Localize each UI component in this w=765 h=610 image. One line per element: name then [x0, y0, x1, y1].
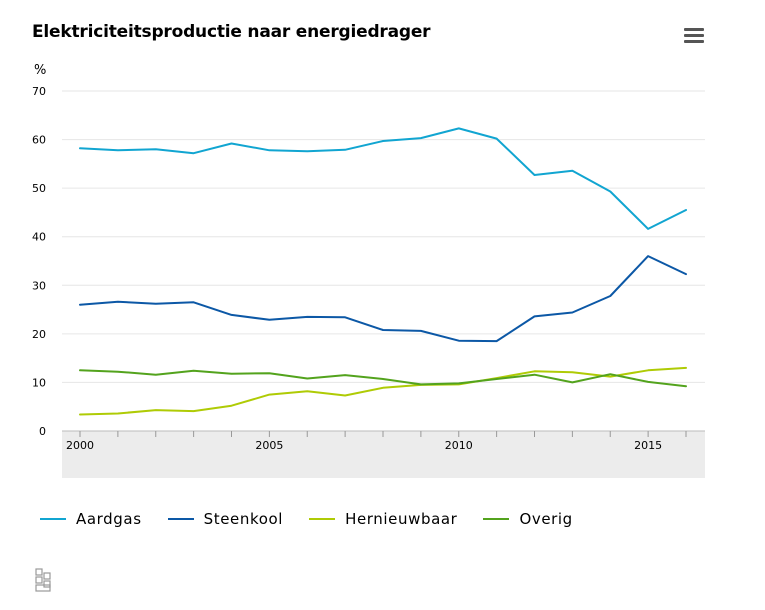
legend-swatch: [167, 518, 194, 520]
legend-item-aardgas[interactable]: Aardgas: [40, 510, 142, 528]
y-tick-label: 0: [39, 425, 46, 438]
x-tick-label: 2015: [634, 439, 662, 452]
y-axis-unit-label: %: [34, 63, 47, 78]
series-line-overig: [79, 369, 687, 388]
legend-item-steenkool[interactable]: Steenkool: [167, 510, 284, 528]
legend-label: Steenkool: [203, 510, 284, 528]
series-line-steenkool: [79, 255, 687, 343]
legend-swatch: [309, 518, 336, 520]
x-tick-label: 2010: [445, 439, 473, 452]
legend-label: Hernieuwbaar: [345, 510, 458, 528]
legend-swatch: [40, 518, 66, 520]
legend-label: Overig: [519, 510, 573, 528]
legend-label: Aardgas: [76, 510, 142, 528]
chart-legend: Aardgas Steenkool Hernieuwbaar Overig: [40, 510, 599, 528]
y-tick-label: 40: [32, 231, 46, 244]
y-tick-label: 20: [32, 328, 46, 341]
x-tick-label: 2005: [255, 439, 283, 452]
series-line-hernieuwbaar: [79, 366, 687, 416]
y-tick-label: 60: [32, 134, 46, 147]
cbs-logo-icon: [35, 568, 51, 592]
y-tick-label: 70: [32, 85, 46, 98]
x-tick-label: 2000: [66, 439, 94, 452]
legend-swatch: [483, 518, 510, 520]
y-tick-label: 50: [32, 182, 46, 195]
hamburger-menu-icon[interactable]: [684, 28, 704, 46]
y-tick-label: 10: [32, 376, 46, 389]
y-tick-label: 30: [32, 279, 46, 292]
x-axis-band: [62, 431, 705, 478]
chart-title: Elektriciteitsproductie naar energiedrag…: [32, 22, 431, 42]
series-line-aardgas: [79, 127, 687, 230]
legend-item-hernieuwbaar[interactable]: Hernieuwbaar: [309, 510, 457, 528]
legend-item-overig[interactable]: Overig: [483, 510, 572, 528]
